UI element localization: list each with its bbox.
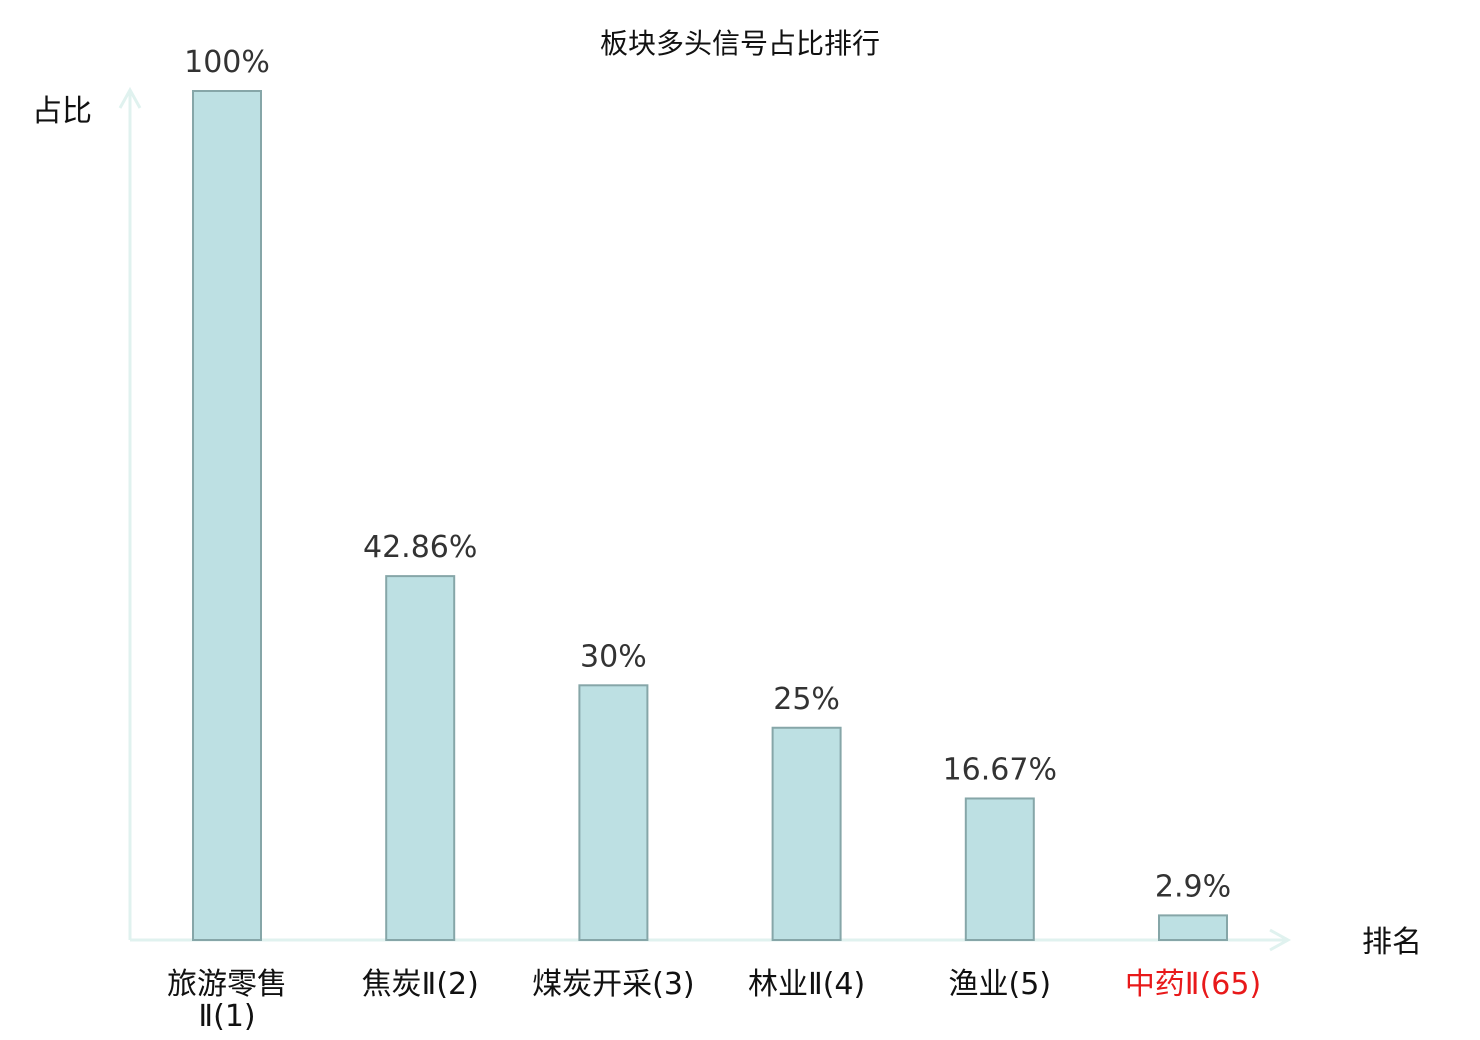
category-label-line: 旅游零售 — [167, 967, 287, 1002]
category-label-line: 林业Ⅱ(4) — [748, 967, 865, 1002]
y-axis-arrow-icon — [118, 86, 142, 109]
category-labels-group: 旅游零售 Ⅱ(1) 焦炭Ⅱ(2) 煤炭开采(3) 林业Ⅱ(4) 渔业(5) 中药Ⅱ(65) — [167, 967, 1261, 1034]
value-label: 42.86% — [363, 530, 477, 565]
category-label: 焦炭Ⅱ(2) — [362, 967, 479, 1002]
value-label: 16.67% — [943, 752, 1057, 787]
value-label: 100% — [184, 45, 270, 80]
category-label: 林业Ⅱ(4) — [748, 967, 865, 1002]
value-labels-group: 100% 42.86% 30% 25% 16.67% 2.9% — [184, 45, 1231, 904]
bar — [964, 797, 1035, 941]
x-axis: 排名 — [130, 925, 1422, 960]
bar — [1158, 914, 1228, 942]
y-axis-label: 占比 — [32, 94, 92, 129]
bar — [578, 684, 649, 941]
category-label-line: 焦炭Ⅱ(2) — [362, 967, 479, 1002]
value-label: 30% — [580, 639, 647, 674]
bar — [385, 575, 456, 941]
category-label-line: Ⅱ(1) — [198, 999, 255, 1034]
category-label: 渔业(5) — [949, 967, 1052, 1002]
category-label-line: 中药Ⅱ(65) — [1125, 967, 1261, 1002]
category-label: 旅游零售 Ⅱ(1) — [167, 967, 287, 1034]
x-axis-label: 排名 — [1362, 925, 1422, 960]
value-label: 2.9% — [1155, 869, 1231, 904]
value-label: 25% — [773, 682, 840, 717]
category-label: 煤炭开采(3) — [532, 967, 695, 1002]
category-label-line: 渔业(5) — [949, 967, 1052, 1002]
category-label-line: 煤炭开采(3) — [532, 967, 695, 1002]
bars-group — [192, 90, 1228, 942]
bar — [771, 726, 842, 941]
x-axis-arrow-icon — [1269, 928, 1292, 952]
category-label: 中药Ⅱ(65) — [1125, 967, 1261, 1002]
chart-title: 板块多头信号占比排行 — [600, 27, 880, 60]
y-axis: 占比 — [32, 86, 142, 940]
bar — [192, 90, 262, 941]
